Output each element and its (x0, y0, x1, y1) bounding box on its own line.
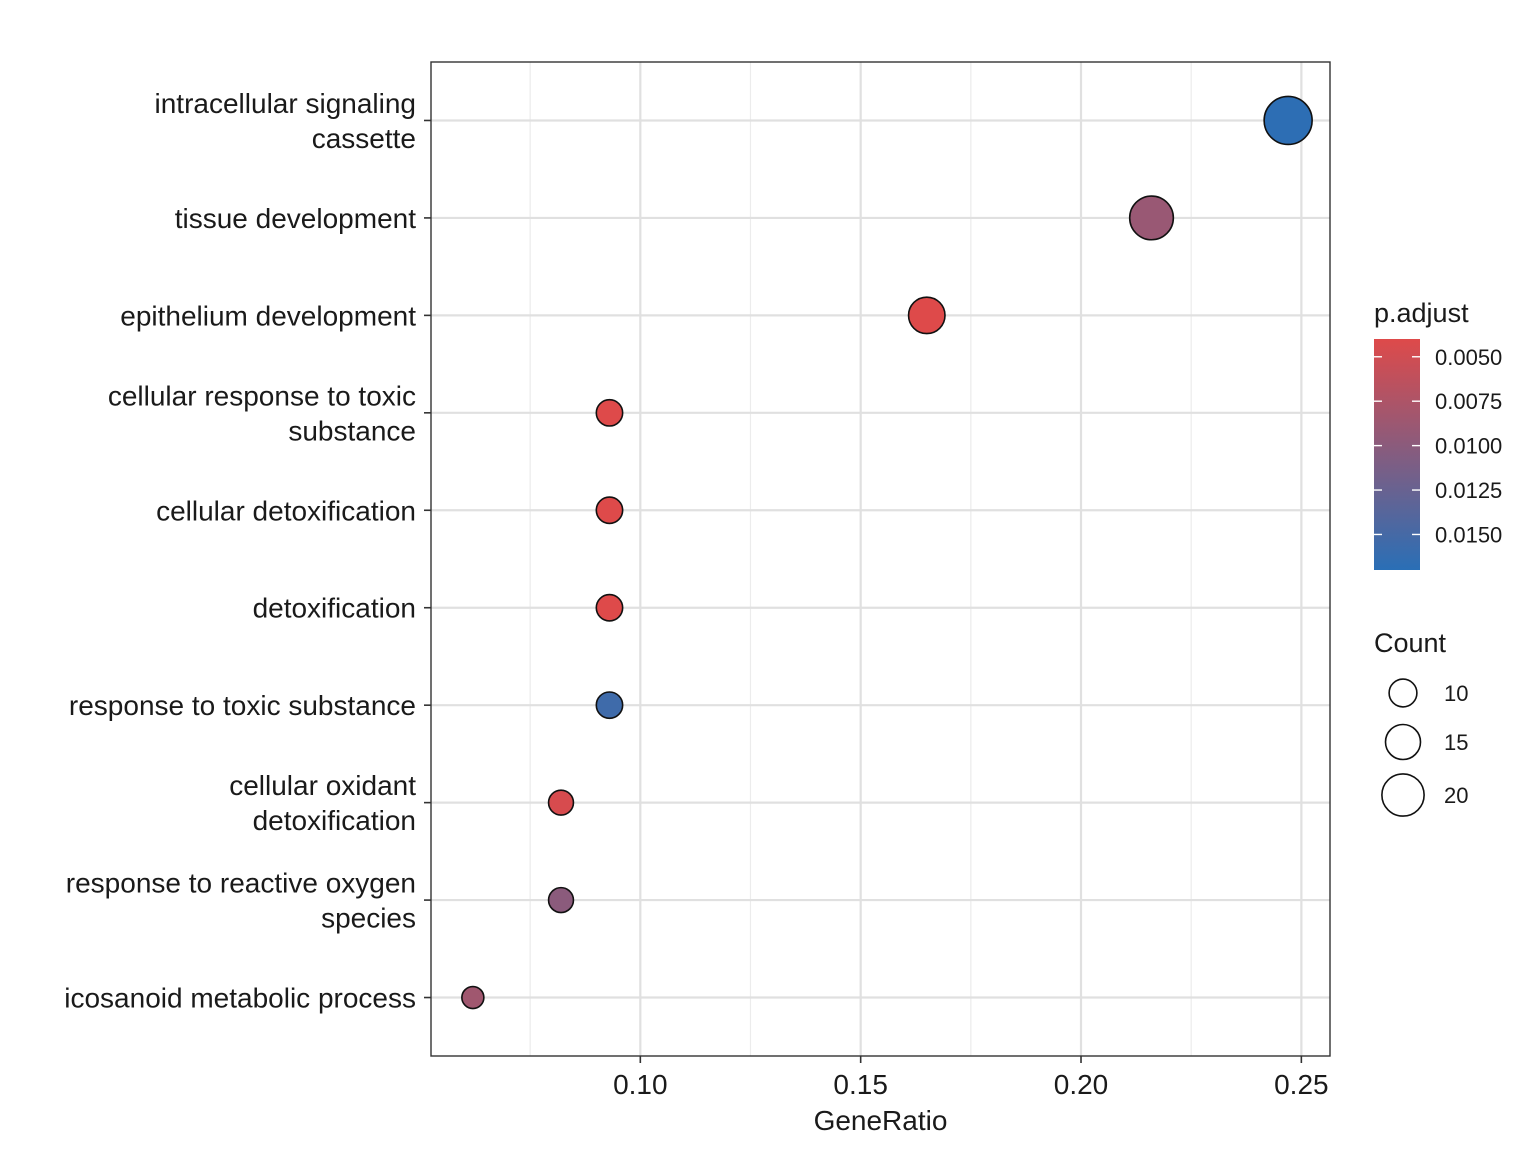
x-tick-label: 0.25 (1274, 1069, 1329, 1100)
color-legend-label: 0.0100 (1435, 434, 1502, 459)
size-legend-label: 20 (1444, 783, 1468, 808)
data-point (595, 593, 624, 622)
data-point (595, 691, 624, 720)
x-tick-label: 0.20 (1054, 1069, 1109, 1100)
x-tick-label: 0.15 (833, 1069, 888, 1100)
data-point (595, 496, 624, 525)
y-tick-label: cellular detoxification (156, 495, 416, 526)
y-tick-label: cellular oxidant detoxification (229, 770, 416, 836)
color-legend-title: p.adjust (1374, 298, 1469, 328)
x-axis: 0.10 0.15 0.20 0.25 (613, 1056, 1329, 1100)
color-legend-label: 0.0050 (1435, 345, 1502, 370)
grid-lines (431, 62, 1330, 1056)
data-point (1128, 195, 1175, 241)
y-tick-label: response to toxic substance (69, 690, 416, 721)
x-tick-label: 0.10 (613, 1069, 668, 1100)
legend: p.adjust 0.0050 0.0075 0.0100 0.0125 0.0150 Co… (1374, 298, 1502, 817)
plot-panel-border (430, 61, 1331, 1057)
x-axis-title: GeneRatio (814, 1105, 948, 1136)
size-legend-key (1384, 723, 1422, 761)
size-legend-key (1381, 773, 1425, 817)
y-tick-label: cellular response to toxic substance (108, 380, 416, 446)
size-legend-key (1388, 678, 1418, 708)
data-point (907, 296, 946, 335)
data-points (461, 95, 1313, 1010)
size-legend-label: 15 (1444, 730, 1468, 755)
y-tick-label: intracellular signaling cassette (155, 88, 416, 154)
y-axis: intracellular signaling cassette tissue de… (64, 88, 431, 1014)
y-tick-label: response to reactive oxygen species (66, 868, 416, 934)
color-legend-label: 0.0075 (1435, 389, 1502, 414)
color-legend-label: 0.0150 (1435, 522, 1502, 547)
data-point (461, 985, 485, 1010)
y-tick-label: detoxification (253, 593, 416, 624)
data-point (1263, 95, 1313, 146)
y-tick-label: icosanoid metabolic process (64, 983, 416, 1014)
color-legend-label: 0.0125 (1435, 478, 1502, 503)
y-tick-label: tissue development (175, 203, 416, 234)
color-legend-bar (1374, 339, 1420, 570)
size-legend-label: 10 (1444, 681, 1468, 706)
y-tick-label: epithelium development (120, 300, 416, 331)
data-point (595, 398, 624, 427)
data-point (547, 886, 575, 914)
size-legend-title: Count (1374, 628, 1447, 658)
data-point (547, 789, 575, 816)
